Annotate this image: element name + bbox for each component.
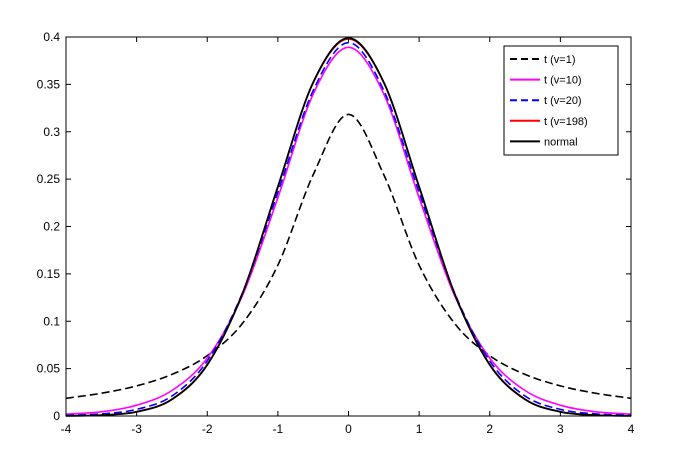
x-tick-label: 1 bbox=[416, 422, 423, 436]
legend-label-4: normal bbox=[544, 136, 578, 148]
y-tick-label: 0.25 bbox=[37, 172, 61, 186]
legend-label-2: t (v=20) bbox=[544, 95, 582, 107]
series-line-0 bbox=[65, 113, 632, 400]
x-tick-label: 2 bbox=[486, 422, 493, 436]
x-tick-label: 4 bbox=[628, 422, 635, 436]
y-tick-label: 0 bbox=[53, 409, 60, 423]
y-tick-label: 0.1 bbox=[43, 314, 60, 328]
y-tick-label: 0.4 bbox=[43, 30, 60, 44]
y-tick-label: 0.15 bbox=[37, 267, 61, 281]
legend-label-0: t (v=1) bbox=[544, 54, 575, 66]
y-tick-label: 0.35 bbox=[37, 77, 61, 91]
legend: t (v=1) t (v=10) t (v=20) t (v=198) normal bbox=[503, 45, 619, 156]
x-tick-label: -1 bbox=[273, 422, 284, 436]
legend-label-3: t (v=198) bbox=[544, 116, 588, 128]
y-tick-label: 0.05 bbox=[37, 362, 61, 376]
x-tick-label: -3 bbox=[131, 422, 142, 436]
y-tick-label: 0.3 bbox=[43, 125, 60, 139]
legend-label-1: t (v=10) bbox=[544, 75, 582, 87]
series-line-2 bbox=[65, 41, 632, 417]
x-tick-label: -2 bbox=[202, 422, 213, 436]
x-tick-label: -4 bbox=[61, 422, 72, 436]
axes-layer: -4 -3 -2 -1 0 1 2 3 4 0 0.05 0.1 0.15 0.2 0.25 0.3 0.35 0… bbox=[37, 30, 635, 436]
x-tick-label: 0 bbox=[345, 422, 352, 436]
series-line-1 bbox=[65, 46, 632, 415]
y-tick-label: 0.2 bbox=[43, 220, 60, 234]
x-tick-label: 3 bbox=[557, 422, 564, 436]
